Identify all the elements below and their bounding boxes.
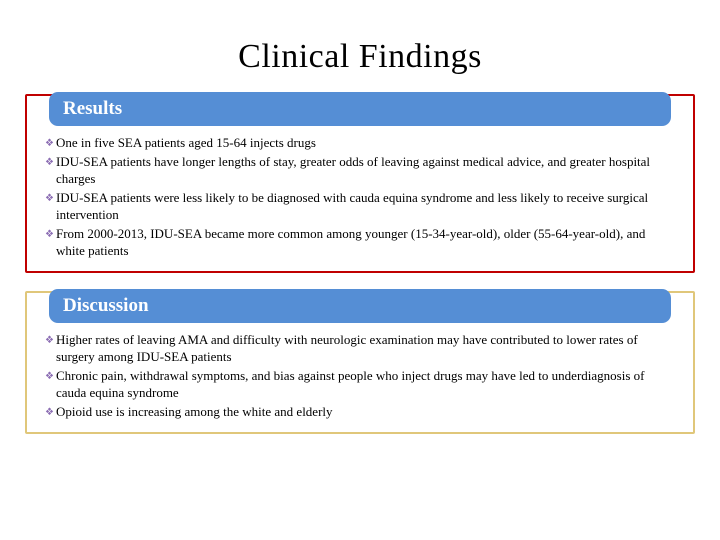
- section-discussion-header: Discussion: [49, 289, 671, 323]
- list-item: ❖ Chronic pain, withdrawal symptoms, and…: [45, 367, 675, 402]
- diamond-bullet-icon: ❖: [45, 228, 54, 242]
- list-item-text: IDU-SEA patients were less likely to be …: [56, 189, 675, 224]
- diamond-bullet-icon: ❖: [45, 370, 54, 384]
- section-results: Results ❖ One in five SEA patients aged …: [25, 94, 695, 273]
- list-item-text: Chronic pain, withdrawal symptoms, and b…: [56, 367, 675, 402]
- diamond-bullet-icon: ❖: [45, 137, 54, 151]
- slide-container: Clinical Findings Results ❖ One in five …: [0, 0, 720, 540]
- section-results-body: ❖ One in five SEA patients aged 15-64 in…: [27, 128, 693, 271]
- list-item-text: IDU-SEA patients have longer lengths of …: [56, 153, 675, 188]
- list-item-text: One in five SEA patients aged 15-64 inje…: [56, 134, 675, 152]
- diamond-bullet-icon: ❖: [45, 334, 54, 348]
- section-results-header: Results: [49, 92, 671, 126]
- list-item: ❖ Opioid use is increasing among the whi…: [45, 403, 675, 421]
- list-item-text: Opioid use is increasing among the white…: [56, 403, 675, 421]
- section-discussion: Discussion ❖ Higher rates of leaving AMA…: [25, 291, 695, 434]
- list-item: ❖ One in five SEA patients aged 15-64 in…: [45, 134, 675, 152]
- list-item: ❖ IDU-SEA patients were less likely to b…: [45, 189, 675, 224]
- list-item: ❖ Higher rates of leaving AMA and diffic…: [45, 331, 675, 366]
- diamond-bullet-icon: ❖: [45, 406, 54, 420]
- diamond-bullet-icon: ❖: [45, 192, 54, 206]
- list-item: ❖ IDU-SEA patients have longer lengths o…: [45, 153, 675, 188]
- section-discussion-body: ❖ Higher rates of leaving AMA and diffic…: [27, 325, 693, 432]
- list-item-text: Higher rates of leaving AMA and difficul…: [56, 331, 675, 366]
- page-title: Clinical Findings: [25, 38, 695, 76]
- list-item: ❖ From 2000-2013, IDU-SEA became more co…: [45, 225, 675, 260]
- diamond-bullet-icon: ❖: [45, 156, 54, 170]
- list-item-text: From 2000-2013, IDU-SEA became more comm…: [56, 225, 675, 260]
